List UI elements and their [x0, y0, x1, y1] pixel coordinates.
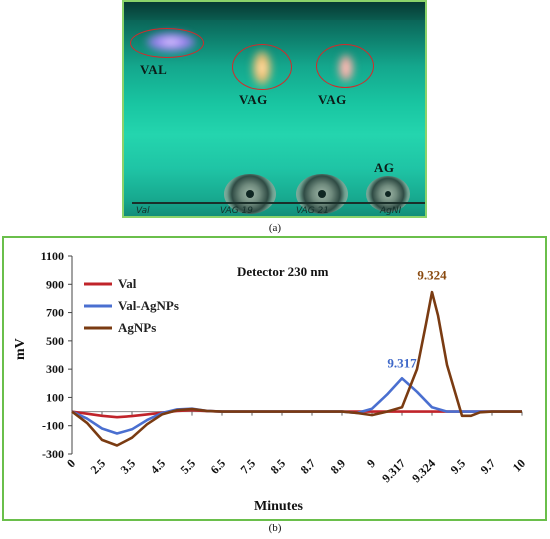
peak-annotation-agnps: 9.324 [417, 267, 447, 282]
plate-top-edge [124, 2, 425, 20]
legend-label: Val [118, 276, 137, 291]
label-ag: AG [374, 160, 395, 175]
vag-circle-2 [316, 44, 374, 88]
x-tick-label: 5.5 [178, 456, 199, 477]
val-circle [130, 28, 204, 58]
x-tick-label: 3.5 [118, 456, 139, 477]
peak-annotation-val-agnps: 9.317 [387, 356, 417, 371]
x-tick-label: 9 [364, 456, 378, 470]
series-line-agnps [71, 290, 522, 447]
handwriting-agni: AgNI [380, 206, 402, 216]
y-tick-label: 100 [46, 390, 64, 404]
y-tick-labels: 1100 900 700 500 300 100 -100 -300 [41, 249, 64, 461]
label-val: VAL [140, 62, 168, 77]
x-tick-labels: 0 2.5 3.5 4.5 5.5 6.5 7.5 8.5 8.7 8.9 9 9.317 9.324 9… [64, 456, 528, 485]
x-tick-label: 4.5 [148, 456, 169, 477]
chart-svg: 1100 900 700 500 300 100 -100 -300 0 2.5 3.5 4.5 5.… [13, 249, 528, 514]
x-axis-title: Minutes [254, 499, 304, 514]
x-tick-label: 8.5 [268, 456, 289, 477]
y-tick-label: -100 [42, 419, 64, 433]
label-vag-2: VAG [318, 92, 347, 107]
y-tick-label: 1100 [41, 249, 64, 263]
handwriting-val: Val [136, 206, 150, 216]
handwriting-vag19: VAG 19 [220, 206, 253, 216]
x-tick-label: 8.9 [328, 456, 349, 477]
x-tick-label: 0 [64, 456, 78, 470]
x-tick-label: 9.7 [478, 456, 499, 477]
x-tick-label: 7.5 [238, 456, 259, 477]
x-tick-label: 9.317 [379, 456, 408, 485]
caption-a: (a) [268, 222, 282, 234]
caption-b: (b) [268, 522, 282, 534]
x-tick-label: 10 [510, 456, 528, 474]
x-tick-label: 2.5 [88, 456, 109, 477]
x-tick-label: 9.5 [448, 456, 469, 477]
chromatogram-chart: 1100 900 700 500 300 100 -100 -300 0 2.5 3.5 4.5 5.… [2, 236, 547, 521]
y-tick-label: 900 [46, 277, 64, 291]
y-tick-label: 500 [46, 334, 64, 348]
y-tick-label: 700 [46, 306, 64, 320]
vag-circle-1 [232, 44, 292, 90]
y-axis-title: mV [13, 338, 28, 360]
handwriting-vag21: VAG 21 [296, 206, 329, 216]
label-vag-1: VAG [239, 92, 268, 107]
x-tick-label: 9.324 [409, 456, 438, 485]
x-tick-label: 8.7 [298, 456, 319, 477]
y-tick-label: -300 [42, 447, 64, 461]
well-vag19 [224, 174, 276, 214]
well-ag [366, 176, 410, 212]
y-tick-label: 300 [46, 362, 64, 376]
plate-baseline [132, 202, 425, 204]
legend-label: Val-AgNPs [118, 298, 179, 313]
series-layer [71, 290, 522, 447]
tlc-plate-photo: VAL VAG VAG AG Val VAG 19 VAG 21 AgNI [122, 0, 427, 218]
legend-label: AgNPs [118, 320, 156, 335]
chart-title: Detector 230 nm [237, 264, 329, 279]
x-tick-label: 6.5 [208, 456, 229, 477]
legend: Val Val-AgNPs AgNPs [84, 276, 179, 335]
well-vag21 [296, 174, 348, 214]
